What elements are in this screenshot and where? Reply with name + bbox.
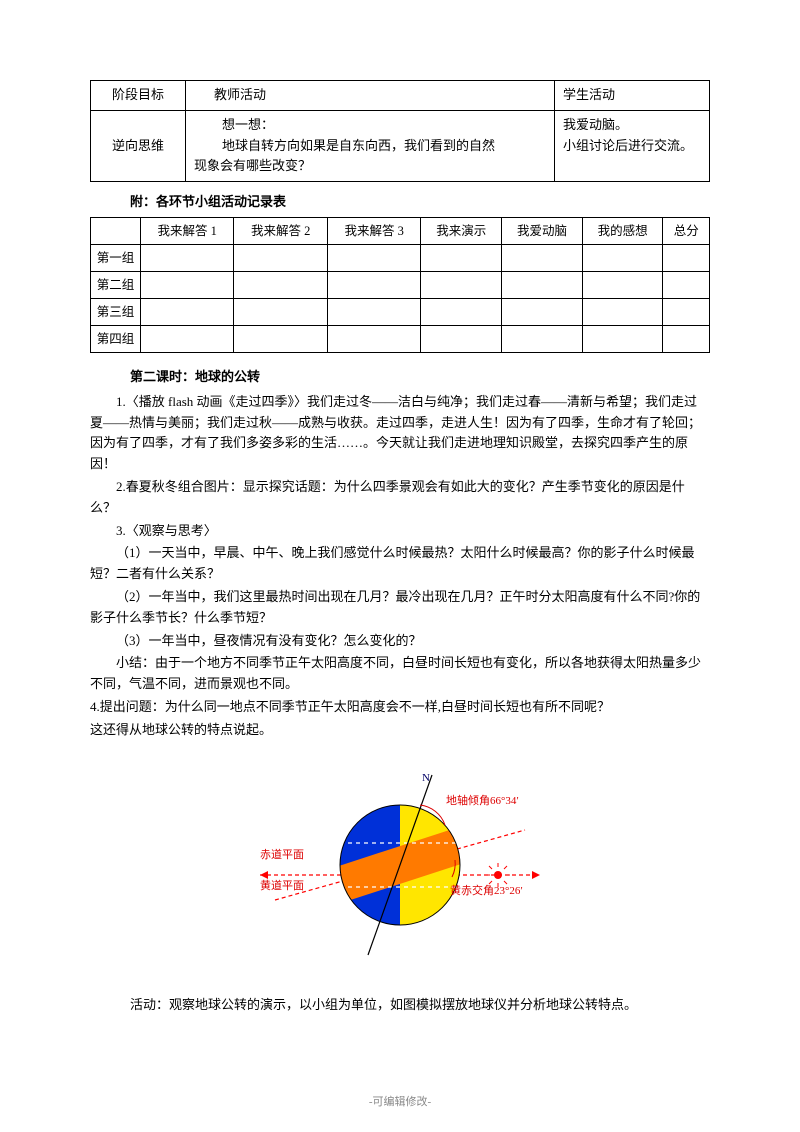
t2-c2: 我来解答 2 [234, 217, 327, 244]
t2-c5: 我爱动脑 [502, 217, 583, 244]
t1-teacher-l1: 想一想： [194, 115, 546, 136]
activity-text: 活动：观察地球公转的演示，以小组为单位，如图模拟摆放地球仪并分析地球公转特点。 [130, 995, 710, 1016]
t2-header-row: 我来解答 1 我来解答 2 我来解答 3 我来演示 我爱动脑 我的感想 总分 [91, 217, 710, 244]
table-row: 第一组 [91, 244, 710, 271]
t1-teacher-l2: 地球自转方向如果是自东向西，我们看到的自然 [194, 136, 546, 157]
group-record-table: 我来解答 1 我来解答 2 我来解答 3 我来演示 我爱动脑 我的感想 总分 第… [90, 217, 710, 353]
north-label: N [422, 772, 430, 784]
table-row: 第二组 [91, 271, 710, 298]
t2-r2: 第二组 [91, 271, 141, 298]
section2-title: 第二课时：地球的公转 [130, 367, 710, 388]
t2-c7: 总分 [663, 217, 710, 244]
table-row: 第四组 [91, 325, 710, 352]
table-row: 第三组 [91, 298, 710, 325]
page-footer: -可编辑修改- [0, 1094, 800, 1112]
t2-c3: 我来解答 3 [327, 217, 420, 244]
para-3: 3.〈观察与思考〉 [90, 521, 710, 542]
t1-h3: 学生活动 [555, 81, 710, 111]
attach-title: 附：各环节小组活动记录表 [130, 192, 710, 213]
t2-r4: 第四组 [91, 325, 141, 352]
t1-student-l1: 我爱动脑。 [563, 115, 701, 136]
equator-plane-label: 赤道平面 [260, 847, 304, 865]
t2-r1: 第一组 [91, 244, 141, 271]
cross-angle-label: 黄赤交角23°26′ [450, 883, 523, 901]
para-2: 2.春夏秋冬组合图片：显示探究话题：为什么四季景观会有如此大的变化？产生季节变化… [90, 477, 710, 519]
t1-teacher-l3: 现象会有哪些改变？ [194, 156, 546, 177]
axis-angle-label: 地轴倾角66°34′ [446, 793, 519, 811]
t1-student: 我爱动脑。 小组讨论后进行交流。 [555, 110, 710, 181]
t2-c0 [91, 217, 141, 244]
t1-h2: 教师活动 [186, 81, 555, 111]
t1-stage: 逆向思维 [91, 110, 186, 181]
t2-r3: 第三组 [91, 298, 141, 325]
para-8b: 这还得从地球公转的特点说起。 [90, 720, 710, 741]
para-1: 1.〈播放 flash 动画《走过四季》〉我们走过冬——洁白与纯净；我们走过春—… [90, 392, 710, 475]
t1-h1: 阶段目标 [91, 81, 186, 111]
para-6: （3）一年当中，昼夜情况有没有变化？怎么变化的？ [90, 631, 710, 652]
ecliptic-plane-label: 黄道平面 [260, 878, 304, 896]
earth-orbit-diagram: N 赤道平面 黄道平面 地轴倾角66°34′ 黄赤交角23°26′ [90, 755, 710, 982]
stage-goal-table: 阶段目标 教师活动 学生活动 逆向思维 想一想： 地球自转方向如果是自东向西，我… [90, 80, 710, 182]
t1-student-l2: 小组讨论后进行交流。 [563, 136, 701, 157]
t2-c6: 我的感想 [582, 217, 663, 244]
t2-c1: 我来解答 1 [141, 217, 234, 244]
t2-c4: 我来演示 [421, 217, 502, 244]
t1-teacher: 想一想： 地球自转方向如果是自东向西，我们看到的自然 现象会有哪些改变？ [186, 110, 555, 181]
para-7: 小结：由于一个地方不同季节正午太阳高度不同，白昼时间长短也有变化，所以各地获得太… [90, 653, 710, 695]
para-4: （1）一天当中，早晨、中午、晚上我们感觉什么时候最热？太阳什么时候最高？你的影子… [90, 543, 710, 585]
para-5: （2）一年当中，我们这里最热时间出现在几月？最冷出现在几月？正午时分太阳高度有什… [90, 587, 710, 629]
earth-diagram-svg: N [250, 755, 550, 975]
arrow-right-icon [532, 871, 540, 879]
para-8a: 4.提出问题：为什么同一地点不同季节正午太阳高度会不一样,白昼时间长短也有所不同… [90, 697, 710, 718]
